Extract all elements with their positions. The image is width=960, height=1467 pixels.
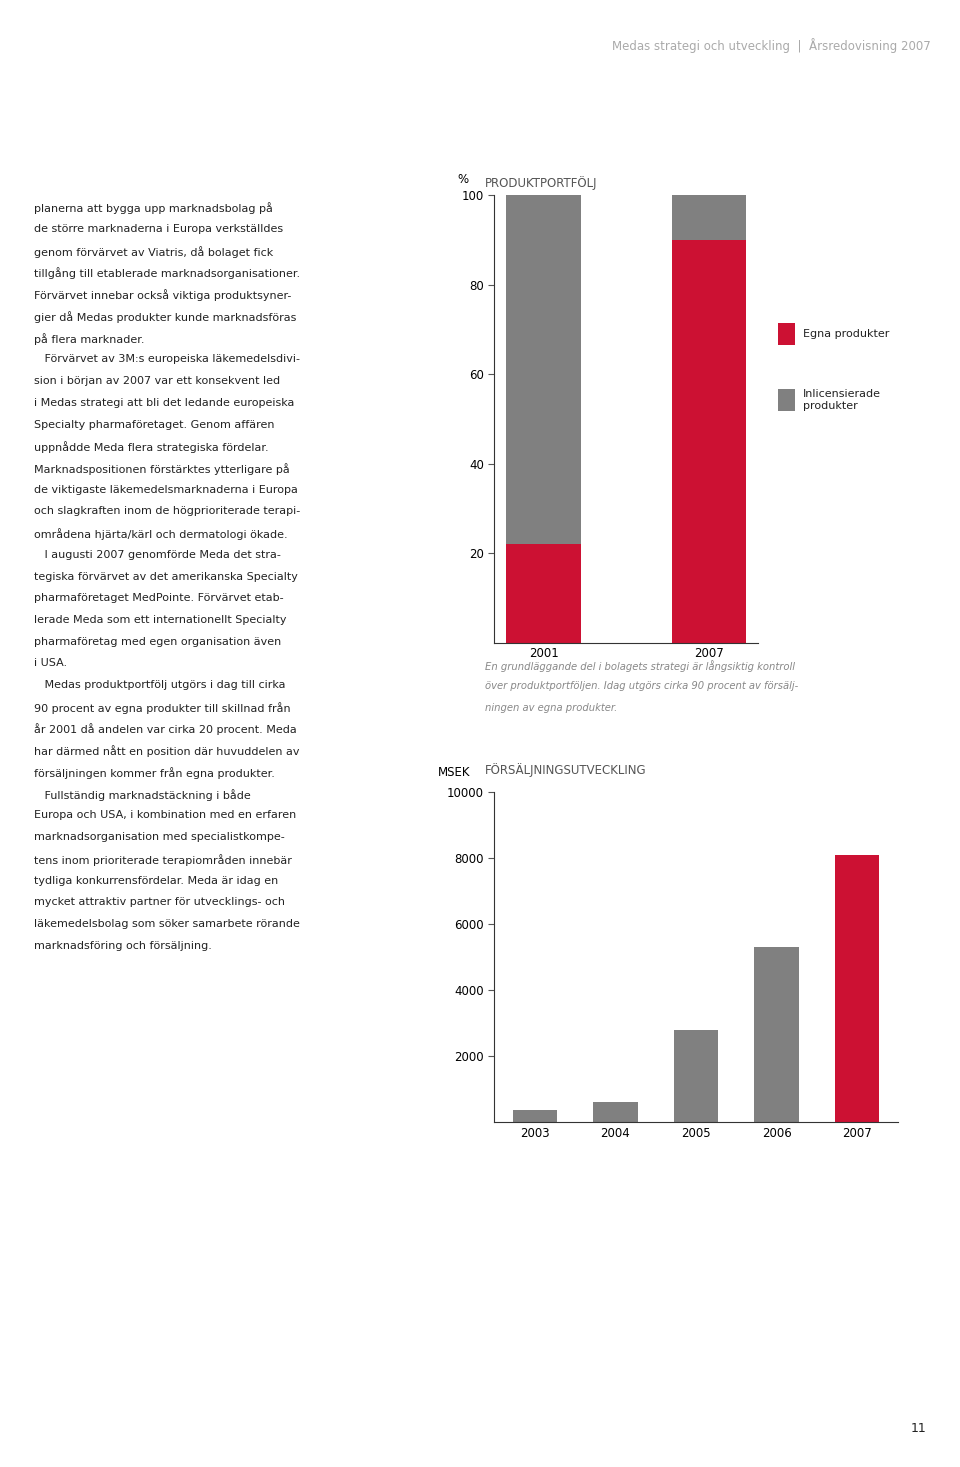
Text: pharmaföretag med egen organisation även: pharmaföretag med egen organisation även [34, 637, 281, 647]
Bar [672, 241, 747, 643]
Text: tillgång till etablerade marknadsorganisationer.: tillgång till etablerade marknadsorganis… [34, 267, 300, 280]
Text: FÖRSÄLJNINGSUTVECKLING: FÖRSÄLJNINGSUTVECKLING [485, 763, 646, 778]
Text: Fullständig marknadstäckning i både: Fullständig marknadstäckning i både [34, 789, 251, 801]
Text: ningen av egna produkter.: ningen av egna produkter. [485, 703, 617, 713]
Text: planerna att bygga upp marknadsbolag på: planerna att bygga upp marknadsbolag på [34, 202, 273, 214]
Text: Förvärvet av 3M:s europeiska läkemedelsdivi-: Förvärvet av 3M:s europeiska läkemedelsd… [34, 355, 300, 364]
Text: Förvärvet innebar också viktiga produktsyner-: Förvärvet innebar också viktiga produkts… [34, 289, 291, 301]
Text: de större marknaderna i Europa verkställdes: de större marknaderna i Europa verkställ… [34, 224, 283, 235]
Text: 90 procent av egna produkter till skillnad från: 90 procent av egna produkter till skilln… [34, 701, 290, 714]
Text: har därmed nått en position där huvuddelen av: har därmed nått en position där huvuddel… [34, 745, 300, 757]
Bar [593, 1103, 637, 1122]
Text: i USA.: i USA. [34, 659, 67, 669]
Text: Inlicensierade
produkter: Inlicensierade produkter [803, 389, 880, 411]
Text: sion i början av 2007 var ett konsekvent led: sion i början av 2007 var ett konsekvent… [34, 376, 279, 386]
Text: genom förvärvet av Viatris, då bolaget fick: genom förvärvet av Viatris, då bolaget f… [34, 246, 273, 258]
Text: försäljningen kommer från egna produkter.: försäljningen kommer från egna produkter… [34, 767, 275, 779]
Text: lerade Meda som ett internationellt Specialty: lerade Meda som ett internationellt Spec… [34, 615, 286, 625]
Bar [674, 1030, 718, 1122]
Text: år 2001 då andelen var cirka 20 procent. Meda: år 2001 då andelen var cirka 20 procent.… [34, 723, 297, 735]
Text: 11: 11 [911, 1422, 926, 1435]
Text: Egna produkter: Egna produkter [803, 329, 889, 339]
Bar [507, 544, 581, 643]
Text: tegiska förvärvet av det amerikanska Specialty: tegiska förvärvet av det amerikanska Spe… [34, 572, 298, 581]
Text: Specialty pharmaföretaget. Genom affären: Specialty pharmaföretaget. Genom affären [34, 420, 275, 430]
Text: de viktigaste läkemedelsmarknaderna i Europa: de viktigaste läkemedelsmarknaderna i Eu… [34, 484, 298, 494]
Text: Marknadspositionen förstärktes ytterligare på: Marknadspositionen förstärktes ytterliga… [34, 464, 289, 475]
Text: gier då Medas produkter kunde marknadsföras: gier då Medas produkter kunde marknadsfö… [34, 311, 296, 323]
Bar [835, 855, 879, 1122]
Text: Medas produktportfölj utgörs i dag till cirka: Medas produktportfölj utgörs i dag till … [34, 681, 285, 689]
Text: tens inom prioriterade terapiområden innebär: tens inom prioriterade terapiområden inn… [34, 854, 292, 866]
Text: uppnådde Meda flera strategiska fördelar.: uppnådde Meda flera strategiska fördelar… [34, 442, 268, 453]
Text: Medas strategi och utveckling  |  Årsredovisning 2007: Medas strategi och utveckling | Årsredov… [612, 38, 931, 53]
Y-axis label: %: % [457, 173, 468, 186]
Text: Europa och USA, i kombination med en erfaren: Europa och USA, i kombination med en erf… [34, 810, 296, 820]
Text: mycket attraktiv partner för utvecklings- och: mycket attraktiv partner för utvecklings… [34, 898, 284, 907]
Bar [755, 948, 799, 1122]
Text: tydliga konkurrensfördelar. Meda är idag en: tydliga konkurrensfördelar. Meda är idag… [34, 876, 277, 886]
Text: områdena hjärta/kärl och dermatologi ökade.: områdena hjärta/kärl och dermatologi öka… [34, 528, 287, 540]
Text: på flera marknader.: på flera marknader. [34, 333, 144, 345]
Text: PRODUKTPORTFÖLJ: PRODUKTPORTFÖLJ [485, 176, 597, 191]
Y-axis label: MSEK: MSEK [438, 766, 470, 779]
Text: i Medas strategi att bli det ledande europeiska: i Medas strategi att bli det ledande eur… [34, 398, 294, 408]
Bar [672, 195, 747, 241]
Text: läkemedelsbolag som söker samarbete rörande: läkemedelsbolag som söker samarbete röra… [34, 918, 300, 929]
Text: En grundläggande del i bolagets strategi är långsiktig kontroll: En grundläggande del i bolagets strategi… [485, 660, 795, 672]
Bar [507, 195, 581, 544]
Text: I augusti 2007 genomförde Meda det stra-: I augusti 2007 genomförde Meda det stra- [34, 550, 280, 560]
Text: pharmaföretaget MedPointe. Förvärvet etab-: pharmaföretaget MedPointe. Förvärvet eta… [34, 593, 283, 603]
Text: marknadsföring och försäljning.: marknadsföring och försäljning. [34, 940, 211, 951]
Text: och slagkraften inom de högprioriterade terapi-: och slagkraften inom de högprioriterade … [34, 506, 300, 516]
Bar [513, 1109, 557, 1122]
Text: marknadsorganisation med specialistkompe-: marknadsorganisation med specialistkompe… [34, 832, 284, 842]
Text: över produktportföljen. Idag utgörs cirka 90 procent av försälj-: över produktportföljen. Idag utgörs cirk… [485, 681, 798, 691]
